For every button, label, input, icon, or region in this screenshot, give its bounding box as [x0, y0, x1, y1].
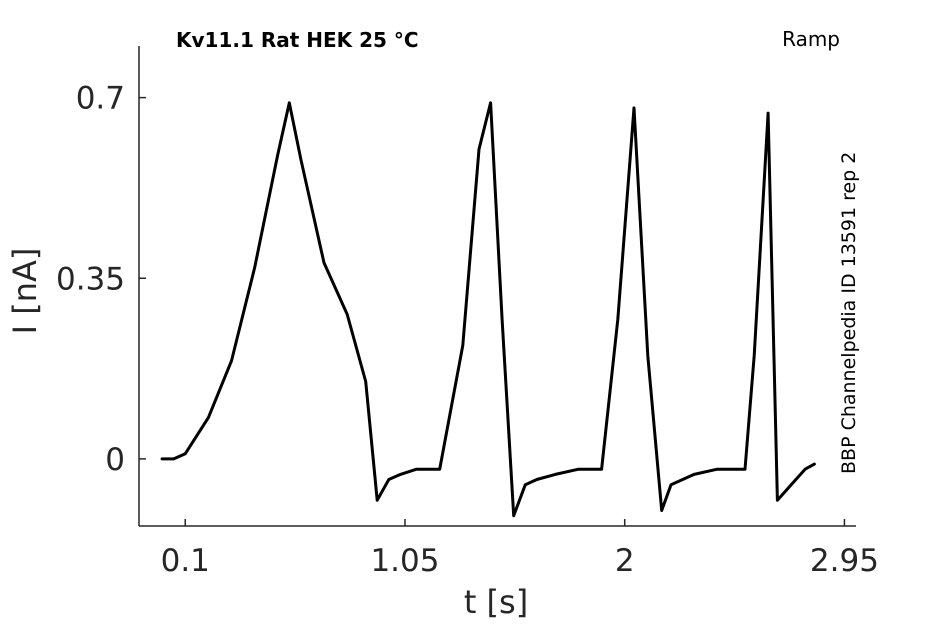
y-axis-label: I [nA] [6, 248, 44, 335]
x-tick-label: 1.05 [370, 543, 439, 579]
protocol-label: Ramp [782, 27, 840, 51]
y-tick-label: 0.35 [56, 261, 125, 297]
chart-title: Kv11.1 Rat HEK 25 °C [176, 28, 419, 52]
y-axis-ticks: 0 0.35 0.7 [56, 81, 146, 478]
plot-series [160, 101, 816, 518]
x-tick-label: 2 [615, 543, 635, 579]
y-tick-label: 0.7 [76, 81, 125, 117]
current-trace [160, 101, 816, 518]
x-tick-label: 2.95 [810, 543, 879, 579]
x-axis-label: t [s] [464, 583, 528, 621]
source-label: BBP Channelpedia ID 13591 rep 2 [838, 152, 860, 474]
x-axis-ticks: 0.1 1.05 2 2.95 [161, 519, 879, 579]
x-tick-label: 0.1 [161, 543, 210, 579]
y-tick-label: 0 [105, 442, 125, 478]
